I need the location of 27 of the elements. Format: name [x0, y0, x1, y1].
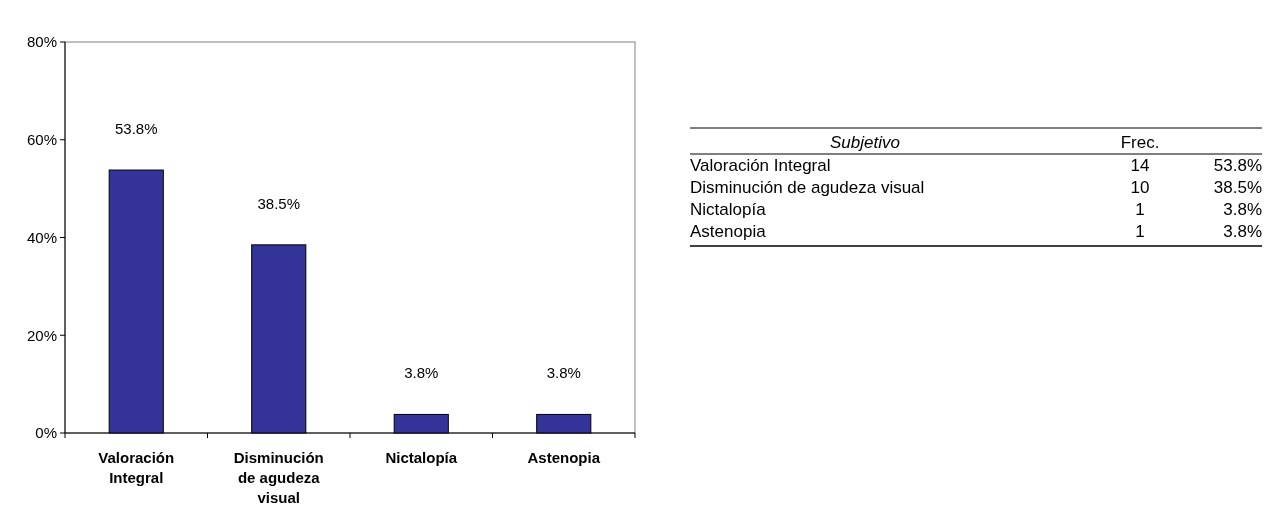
data-label: 38.5%	[1213, 178, 1262, 197]
y-tick-label: 80%	[26, 33, 57, 51]
y-tick-label: 0%	[35, 424, 57, 442]
data-label: 53.8%	[1213, 156, 1262, 175]
x-tick-label: Nictalopía	[385, 449, 458, 466]
y-tick-label: 40%	[26, 228, 57, 246]
data-label: 1	[1135, 200, 1145, 219]
category-label: Disminución de agudeza visual	[690, 178, 925, 197]
data-label: 38.5%	[257, 194, 301, 212]
data-label: 3.8%	[1223, 200, 1262, 219]
x-tick-label: Valoración Integral	[98, 449, 175, 486]
data-label: 3.8%	[546, 364, 581, 382]
x-tick-label: Astenopia	[527, 449, 601, 466]
category-label: Astenopia	[690, 222, 767, 241]
data-label: 1	[1135, 222, 1145, 241]
category-label: Valoración Integral	[690, 156, 831, 175]
category-label: Nictalopía	[690, 200, 767, 219]
data-label: 3.8%	[404, 364, 439, 382]
y-tick-label: 60%	[26, 131, 57, 148]
x-tick-label: Disminución de agudeza visual	[233, 449, 324, 506]
text: Subjetivo	[830, 133, 900, 152]
data-label: 3.8%	[1223, 222, 1262, 241]
data-label: 53.8%	[114, 120, 158, 138]
text: Frec.	[1120, 133, 1160, 152]
y-tick-label: 20%	[26, 326, 57, 344]
data-label: 14	[1130, 156, 1150, 175]
data-label: 10	[1130, 178, 1150, 197]
